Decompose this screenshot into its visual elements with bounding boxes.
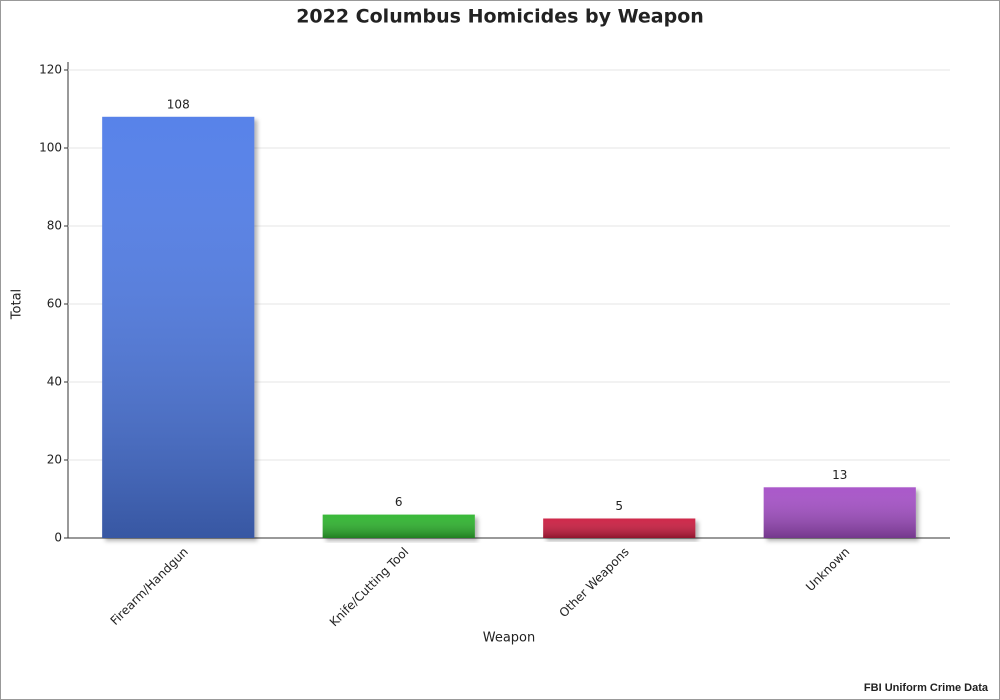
y-tick-label: 100 [39, 141, 62, 155]
chart-title: 2022 Columbus Homicides by Weapon [296, 6, 704, 28]
data-label: 13 [832, 468, 847, 482]
bar-shade [543, 518, 696, 538]
data-label: 6 [395, 495, 403, 509]
bar-shade [763, 487, 916, 538]
x-axis-title: Weapon [483, 631, 536, 646]
y-tick-label: 40 [47, 375, 62, 389]
data-label: 108 [167, 97, 190, 111]
y-axis-title: Total [10, 289, 25, 320]
source-note: FBI Uniform Crime Data [864, 682, 989, 694]
y-tick-label: 80 [47, 219, 62, 233]
y-tick-label: 60 [47, 297, 62, 311]
y-tick-label: 0 [54, 531, 62, 545]
bar-shade [102, 116, 255, 539]
bar-shade [322, 514, 475, 538]
y-tick-label: 120 [39, 63, 62, 77]
y-tick-label: 20 [47, 453, 62, 467]
data-label: 5 [615, 499, 623, 513]
